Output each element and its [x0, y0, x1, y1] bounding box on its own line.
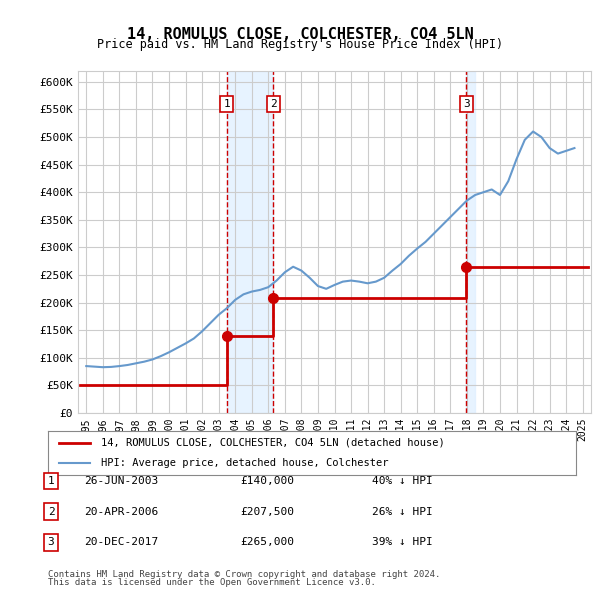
Text: This data is licensed under the Open Government Licence v3.0.: This data is licensed under the Open Gov…	[48, 578, 376, 587]
Bar	[227, 71, 273, 413]
Text: 3: 3	[47, 537, 55, 547]
Text: £140,000: £140,000	[240, 476, 294, 486]
Text: HPI: Average price, detached house, Colchester: HPI: Average price, detached house, Colc…	[101, 458, 388, 468]
Text: 20-APR-2006: 20-APR-2006	[84, 507, 158, 516]
Text: 1: 1	[223, 99, 230, 109]
Text: 14, ROMULUS CLOSE, COLCHESTER, CO4 5LN: 14, ROMULUS CLOSE, COLCHESTER, CO4 5LN	[127, 27, 473, 41]
Text: £265,000: £265,000	[240, 537, 294, 547]
Text: 1: 1	[47, 476, 55, 486]
Text: Contains HM Land Registry data © Crown copyright and database right 2024.: Contains HM Land Registry data © Crown c…	[48, 571, 440, 579]
Text: Price paid vs. HM Land Registry's House Price Index (HPI): Price paid vs. HM Land Registry's House …	[97, 38, 503, 51]
Bar	[466, 71, 475, 413]
Text: 20-DEC-2017: 20-DEC-2017	[84, 537, 158, 547]
Text: 40% ↓ HPI: 40% ↓ HPI	[372, 476, 433, 486]
Text: 26% ↓ HPI: 26% ↓ HPI	[372, 507, 433, 516]
Text: 3: 3	[463, 99, 470, 109]
Text: 14, ROMULUS CLOSE, COLCHESTER, CO4 5LN (detached house): 14, ROMULUS CLOSE, COLCHESTER, CO4 5LN (…	[101, 438, 445, 448]
Text: 26-JUN-2003: 26-JUN-2003	[84, 476, 158, 486]
Text: 2: 2	[47, 507, 55, 516]
Text: 39% ↓ HPI: 39% ↓ HPI	[372, 537, 433, 547]
Text: 2: 2	[270, 99, 277, 109]
Text: £207,500: £207,500	[240, 507, 294, 516]
